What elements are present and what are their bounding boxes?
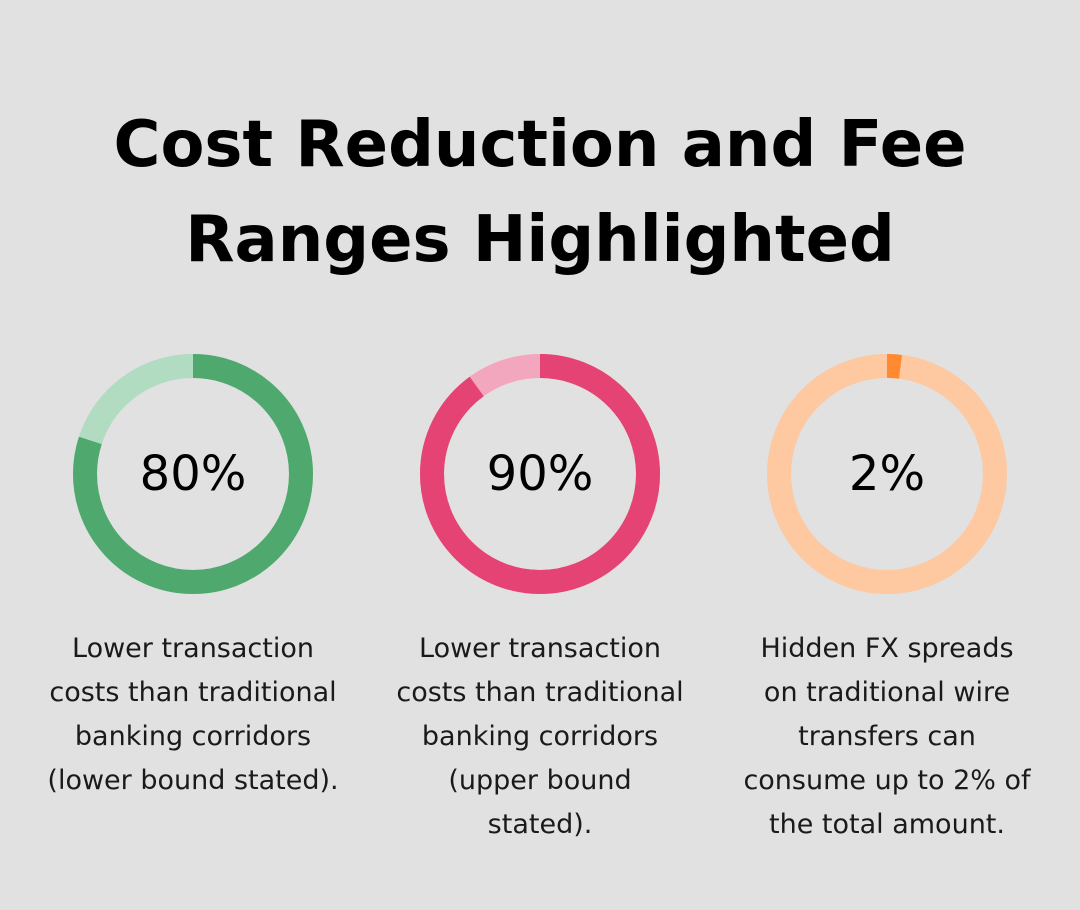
stat-caption: Lower transaction costs than traditional… xyxy=(370,627,710,847)
caption-line: on traditional wire xyxy=(763,677,1011,708)
donut-svg xyxy=(73,354,313,594)
caption-line: banking corridors xyxy=(74,721,312,752)
caption-line: (lower bound stated). xyxy=(47,765,339,796)
caption-line: (upper bound xyxy=(448,765,632,796)
page-title: Cost Reduction and Fee Ranges Highlighte… xyxy=(0,98,1080,288)
caption-line: transfers can xyxy=(798,721,976,752)
percent-value: 2% xyxy=(848,446,926,502)
caption-line: costs than traditional xyxy=(49,677,337,708)
caption-line: consume up to 2% of xyxy=(743,765,1031,796)
caption-line: stated). xyxy=(487,809,593,840)
title-line-1: Cost Reduction and Fee xyxy=(113,108,967,182)
donut-svg xyxy=(420,354,660,594)
percent-value: 90% xyxy=(486,446,594,502)
title-line-2: Ranges Highlighted xyxy=(185,203,895,277)
percent-value: 80% xyxy=(139,446,247,502)
caption-line: Lower transaction xyxy=(419,633,661,664)
donut-svg xyxy=(767,354,1007,594)
donut-chart-2: 2% xyxy=(767,352,1007,596)
caption-line: the total amount. xyxy=(769,809,1005,840)
caption-line: costs than traditional xyxy=(396,677,684,708)
donut-chart-80: 80% xyxy=(73,352,313,596)
caption-line: Hidden FX spreads xyxy=(760,633,1014,664)
caption-line: Lower transaction xyxy=(72,633,314,664)
donut-chart-90: 90% xyxy=(420,352,660,596)
caption-line: banking corridors xyxy=(421,721,659,752)
stat-caption: Hidden FX spreads on traditional wire tr… xyxy=(717,627,1057,847)
stat-caption: Lower transaction costs than traditional… xyxy=(23,627,363,803)
